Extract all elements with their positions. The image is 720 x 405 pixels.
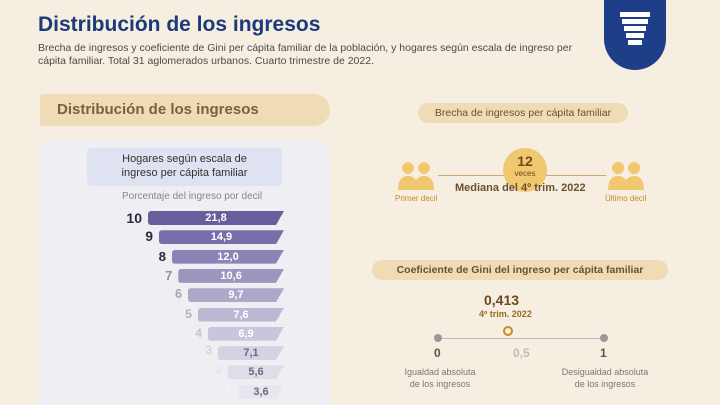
- decile-number: 8: [158, 248, 167, 264]
- gini-inequality-line2: de los ingresos: [574, 379, 636, 389]
- decile-value-label: 12,0: [217, 250, 239, 263]
- gap-title-pill: Brecha de ingresos per cápita familiar: [418, 103, 628, 123]
- gini-tick-1: 1: [600, 346, 607, 360]
- decile-number: 6: [174, 287, 182, 302]
- decile-bar: 6,9: [208, 327, 284, 341]
- decile-bar: 7,1: [218, 346, 284, 360]
- gini-axis-end-dot: [600, 334, 608, 342]
- last-decile-people-icon: [608, 162, 644, 190]
- gini-title-pill: Coeficiente de Gini del ingreso per cápi…: [372, 260, 668, 280]
- gini-axis-start-dot: [434, 334, 442, 342]
- decile-number: 5: [185, 306, 192, 321]
- gini-inequality-line1: Desigualdad absoluta: [561, 367, 649, 377]
- decile-number: 4: [195, 325, 202, 340]
- households-box-line2: ingreso per cápita familiar: [121, 167, 248, 179]
- first-decile-people-icon: [398, 162, 434, 190]
- gini-equality-caption: Igualdad absoluta de los ingresos: [390, 366, 490, 390]
- households-box-line1: Hogares según escala de: [122, 153, 247, 165]
- gap-bubble: 12 veces: [503, 148, 547, 192]
- decile-number: 1: [225, 383, 232, 396]
- decile-value-label: 7,1: [243, 347, 259, 360]
- gap-value: 12: [517, 153, 533, 169]
- decile-bar: 9,7: [188, 288, 284, 302]
- percentage-label: Porcentaje del ingreso por decil: [122, 191, 263, 202]
- gini-axis: [437, 338, 605, 339]
- median-label: Mediana del 4º trim. 2022: [455, 182, 586, 194]
- decile-bar: 7,6: [198, 308, 284, 322]
- decile-value-label: 7,6: [233, 308, 249, 321]
- decile-number: 2: [215, 364, 222, 377]
- first-decile-label: Primer decil: [395, 194, 438, 203]
- decile-value-label: 9,7: [228, 289, 244, 302]
- decile-bar: 14,9: [159, 230, 284, 244]
- gap-unit: veces: [514, 169, 536, 178]
- decile-value-label: 6,9: [238, 327, 254, 340]
- page-subtitle: Brecha de ingresos y coeficiente de Gini…: [38, 42, 573, 67]
- households-box: Hogares según escala de ingreso per cápi…: [87, 148, 282, 186]
- decile-value-label: 5,6: [248, 366, 264, 379]
- gini-tick-0: 0: [434, 346, 441, 360]
- decile-bar: 3,6: [238, 385, 284, 399]
- gini-equality-line1: Igualdad absoluta: [404, 367, 476, 377]
- decile-number: 7: [165, 267, 173, 283]
- gini-value: 0,413: [484, 292, 520, 308]
- decile-value-label: 10,6: [220, 269, 242, 282]
- decile-number: 9: [145, 229, 153, 245]
- decile-bar: 10,6: [178, 269, 284, 283]
- section-banner: Distribución de los ingresos: [40, 94, 330, 126]
- decile-number: 3: [205, 345, 212, 358]
- funnel-logo-icon: [620, 12, 650, 45]
- section-title: Distribución de los ingresos: [57, 101, 259, 118]
- decile-bar: 21,8: [148, 211, 284, 225]
- decile-bar: 5,6: [228, 365, 284, 379]
- gini-marker: [503, 326, 513, 336]
- gini-period: 4º trim. 2022: [479, 309, 532, 319]
- gini-equality-line2: de los ingresos: [409, 379, 471, 389]
- last-decile-label: Último decil: [605, 194, 647, 203]
- gini-tick-mid: 0,5: [513, 346, 530, 360]
- gini-inequality-caption: Desigualdad absoluta de los ingresos: [547, 366, 663, 390]
- decile-value-label: 14,9: [210, 231, 233, 244]
- decile-value-label: 21,8: [205, 212, 227, 224]
- decile-number: 10: [126, 210, 142, 226]
- indec-logo-tab: [604, 0, 666, 70]
- decile-value-label: 3,6: [253, 385, 269, 398]
- decile-bar: 12,0: [172, 250, 284, 264]
- page-title: Distribución de los ingresos: [38, 13, 321, 36]
